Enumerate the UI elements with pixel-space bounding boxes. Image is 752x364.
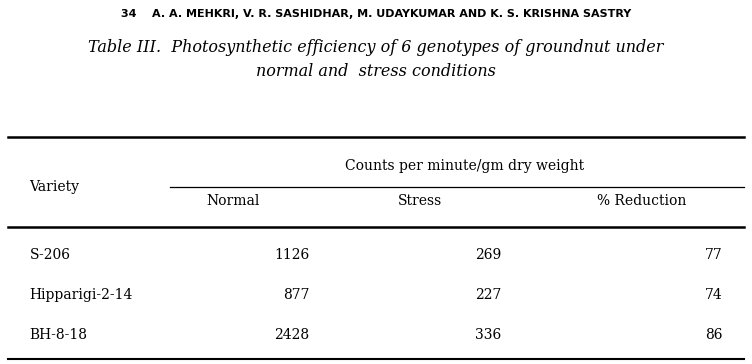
Text: 34    A. A. MEHKRI, V. R. SASHIDHAR, M. UDAYKUMAR AND K. S. KRISHNA SASTRY: 34 A. A. MEHKRI, V. R. SASHIDHAR, M. UDA… [121,9,631,19]
Text: 86: 86 [705,328,723,342]
Text: 2428: 2428 [274,328,310,342]
Text: 269: 269 [475,248,502,262]
Text: Normal: Normal [207,194,260,209]
Text: 1126: 1126 [274,248,310,262]
Text: 77: 77 [705,248,723,262]
Text: 336: 336 [475,328,502,342]
Text: Table III.  Photosynthetic efficiency of 6 genotypes of groundnut under
normal a: Table III. Photosynthetic efficiency of … [88,39,664,80]
Text: BH-8-18: BH-8-18 [29,328,88,342]
Text: 74: 74 [705,288,723,302]
Text: Hipparigi-2-14: Hipparigi-2-14 [29,288,133,302]
Text: S-206: S-206 [29,248,71,262]
Text: Counts per minute/gm dry weight: Counts per minute/gm dry weight [345,159,584,173]
Text: 227: 227 [475,288,502,302]
Text: 877: 877 [284,288,310,302]
Text: % Reduction: % Reduction [597,194,687,209]
Text: Stress: Stress [398,194,442,209]
Text: Variety: Variety [29,180,80,194]
